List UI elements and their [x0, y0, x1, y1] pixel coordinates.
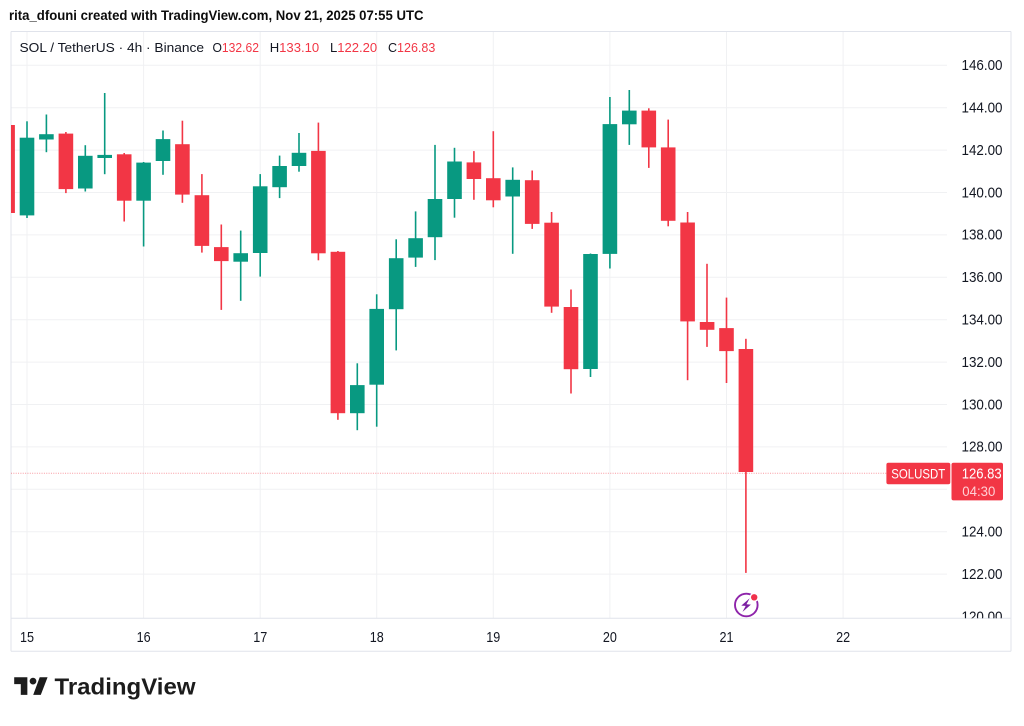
svg-text:142.00: 142.00 [962, 142, 1003, 159]
svg-text:134.00: 134.00 [962, 312, 1003, 329]
svg-text:rita_dfouni created with Tradi: rita_dfouni created with TradingView.com… [9, 8, 424, 23]
svg-text:136.00: 136.00 [962, 269, 1003, 286]
svg-text:C126.83: C126.83 [388, 40, 435, 55]
svg-text:130.00: 130.00 [962, 396, 1003, 413]
svg-text:120.00: 120.00 [962, 608, 1003, 625]
svg-text:124.00: 124.00 [962, 524, 1003, 541]
svg-text:22: 22 [836, 629, 850, 646]
svg-text:146.00: 146.00 [962, 57, 1003, 74]
svg-text:144.00: 144.00 [962, 100, 1003, 117]
svg-text:18: 18 [370, 629, 384, 646]
svg-text:04:30: 04:30 [962, 484, 995, 499]
svg-text:132.00: 132.00 [962, 354, 1003, 371]
svg-text:122.00: 122.00 [962, 566, 1003, 583]
svg-text:128.00: 128.00 [962, 439, 1003, 456]
svg-text:SOL / TetherUS · 4h · Binance: SOL / TetherUS · 4h · Binance [20, 40, 205, 55]
svg-text:126.83: 126.83 [962, 465, 1002, 482]
svg-text:20: 20 [603, 629, 617, 646]
svg-text:O132.62: O132.62 [213, 40, 260, 55]
svg-text:SOLUSDT: SOLUSDT [891, 465, 945, 481]
svg-text:16: 16 [137, 629, 151, 646]
svg-text:L122.20: L122.20 [330, 40, 377, 55]
svg-text:138.00: 138.00 [962, 227, 1003, 244]
svg-text:140.00: 140.00 [962, 184, 1003, 201]
svg-text:21: 21 [720, 629, 734, 646]
svg-text:17: 17 [253, 629, 267, 646]
svg-text:H133.10: H133.10 [270, 40, 320, 55]
svg-text:15: 15 [20, 629, 34, 646]
svg-text:TradingView: TradingView [55, 674, 197, 700]
svg-text:19: 19 [486, 629, 500, 646]
